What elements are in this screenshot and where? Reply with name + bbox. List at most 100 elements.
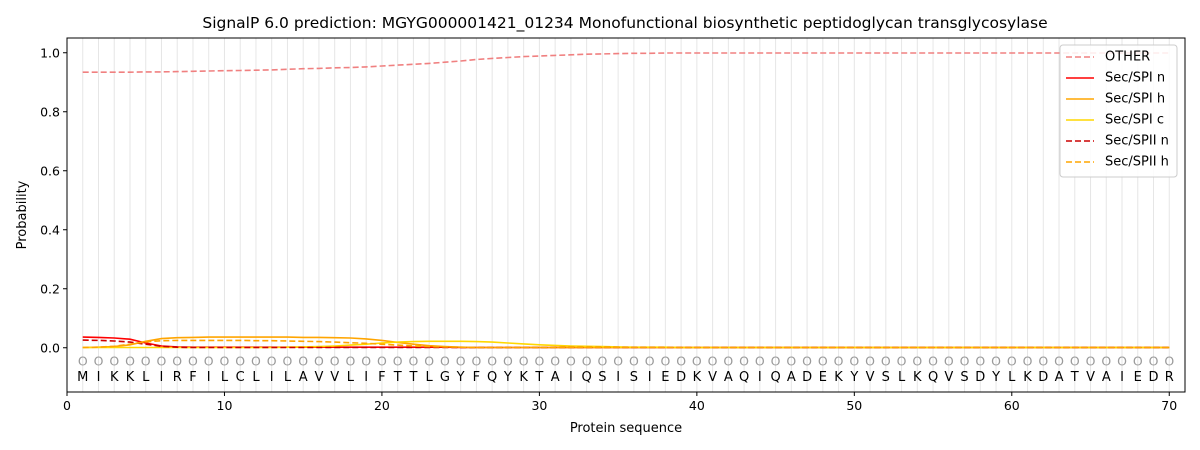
residue-label: R	[1165, 370, 1174, 385]
residue-label: V	[1086, 370, 1095, 385]
region-marker: O	[125, 354, 135, 369]
x-tick-label: 30	[531, 398, 547, 413]
region-marker: O	[157, 354, 167, 369]
region-marker: O	[550, 354, 560, 369]
region-marker: O	[1117, 354, 1127, 369]
region-marker: O	[818, 354, 828, 369]
residue-label: E	[1134, 370, 1142, 385]
residue-label: G	[440, 370, 450, 385]
series-line	[82, 339, 1170, 349]
residue-label: K	[126, 370, 135, 385]
residue-label: F	[189, 370, 196, 385]
region-marker: O	[865, 354, 875, 369]
residue-label: T	[534, 370, 543, 385]
region-marker: O	[975, 354, 985, 369]
region-marker: O	[645, 354, 655, 369]
region-marker: O	[251, 354, 261, 369]
region-marker: O	[692, 354, 702, 369]
residue-label: M	[77, 370, 88, 385]
region-marker: O	[960, 354, 970, 369]
x-tick-label: 50	[846, 398, 862, 413]
y-axis-label: Probability	[15, 180, 30, 249]
legend-label: Sec/SPII h	[1105, 155, 1169, 170]
region-marker: O	[1054, 354, 1064, 369]
region-marker: O	[361, 354, 371, 369]
residue-label: A	[551, 370, 560, 385]
residue-label: R	[173, 370, 182, 385]
residue-label: I	[364, 370, 368, 385]
legend-label: Sec/SPI h	[1105, 92, 1165, 107]
residue-label: Q	[487, 370, 497, 385]
residue-label: Q	[770, 370, 780, 385]
y-axis-ticks: 0.0 0.2 0.4 0.6 0.8 1.0	[40, 45, 67, 355]
residue-label: F	[378, 370, 385, 385]
region-marker: O	[723, 354, 733, 369]
residue-label: A	[1102, 370, 1111, 385]
series-line	[82, 336, 1170, 349]
legend-label: Sec/SPI n	[1105, 71, 1165, 86]
residue-label: L	[898, 370, 906, 385]
y-tick-label: 1.0	[40, 45, 60, 60]
region-marker: O	[267, 354, 277, 369]
residue-label: K	[834, 370, 843, 385]
region-marker: O	[613, 354, 623, 369]
x-tick-label: 0	[63, 398, 71, 413]
x-tick-label: 10	[217, 398, 233, 413]
region-marker: O	[991, 354, 1001, 369]
legend: OTHER Sec/SPI n Sec/SPI h Sec/SPI c Sec/SPII…	[1059, 44, 1178, 178]
residue-label: Y	[991, 370, 1000, 385]
region-marker: O	[834, 354, 844, 369]
residue-label: S	[960, 370, 968, 385]
region-marker: O	[629, 354, 639, 369]
region-marker: O	[944, 354, 954, 369]
residue-label: I	[569, 370, 573, 385]
region-marker: O	[660, 354, 670, 369]
residue-label: I	[97, 370, 101, 385]
x-tick-label: 60	[1004, 398, 1020, 413]
series-line	[82, 336, 1170, 349]
x-axis-ticks: 0 10 20 30 40 50 60 70	[63, 392, 1177, 413]
residue-label: D	[1038, 370, 1048, 385]
region-marker: O	[409, 354, 419, 369]
residue-label: L	[426, 370, 434, 385]
residue-label: K	[110, 370, 119, 385]
residue-label: I	[207, 370, 211, 385]
residue-label: Q	[739, 370, 749, 385]
region-marker: O	[471, 354, 481, 369]
region-marker: O	[1023, 354, 1033, 369]
x-tick-label: 70	[1161, 398, 1177, 413]
residue-label: I	[1120, 370, 1124, 385]
region-marker: O	[771, 354, 781, 369]
legend-label: Sec/SPI c	[1105, 113, 1164, 128]
y-tick-label: 0.6	[40, 163, 60, 178]
region-marker: O	[346, 354, 356, 369]
residue-label: Y	[849, 370, 858, 385]
residue-label: I	[160, 370, 164, 385]
region-marker: O	[283, 354, 293, 369]
region-marker: O	[220, 354, 230, 369]
region-marker: O	[235, 354, 245, 369]
region-marker: O	[739, 354, 749, 369]
residue-label: L	[347, 370, 355, 385]
region-marker: O	[1038, 354, 1048, 369]
x-tick-label: 40	[689, 398, 705, 413]
residue-label: S	[630, 370, 638, 385]
region-marker: O	[503, 354, 513, 369]
residue-label: I	[758, 370, 762, 385]
region-marker: O	[314, 354, 324, 369]
residue-label: K	[693, 370, 702, 385]
region-marker: O	[928, 354, 938, 369]
region-marker: O	[188, 354, 198, 369]
region-marker: O	[597, 354, 607, 369]
region-marker: O	[708, 354, 718, 369]
region-marker: O	[676, 354, 686, 369]
y-tick-label: 0.0	[40, 340, 60, 355]
region-marker: O	[881, 354, 891, 369]
region-marker: O	[1101, 354, 1111, 369]
region-marker: O	[204, 354, 214, 369]
plot-frame	[66, 37, 1186, 393]
residue-label: A	[724, 370, 733, 385]
residue-label: A	[787, 370, 796, 385]
y-tick-label: 0.8	[40, 104, 60, 119]
